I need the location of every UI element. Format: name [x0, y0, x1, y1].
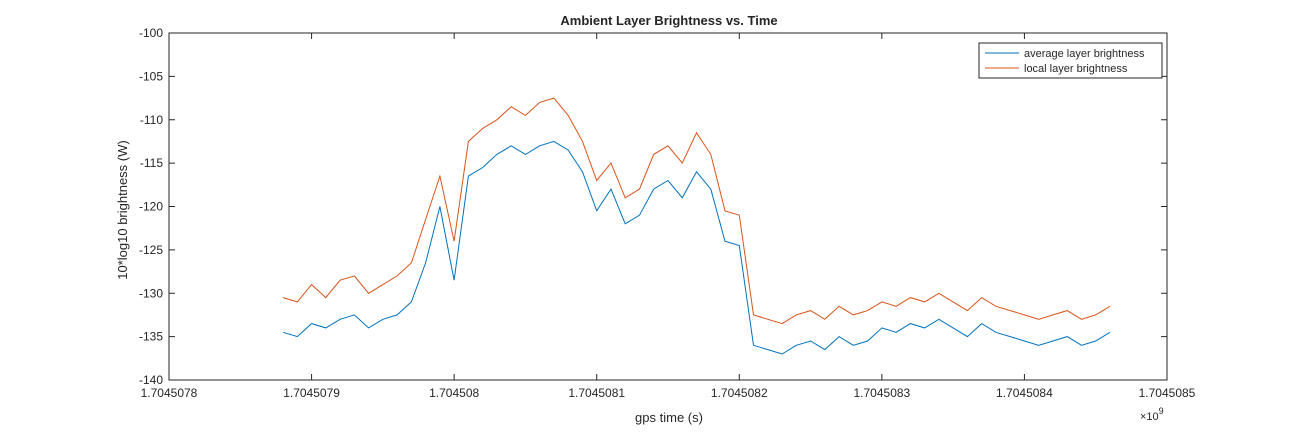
- x-tick-label: 1.7045079: [283, 386, 340, 400]
- axes-box: [168, 32, 1168, 381]
- y-tick-label: -105: [139, 69, 163, 83]
- plot-area: 1.7045078 1.7045079 1.704508 1.7045081 1.704…: [139, 26, 1196, 400]
- x-tick-label: 1.7045081: [568, 386, 625, 400]
- x-tick-label: 1.7045078: [141, 386, 198, 400]
- y-tick-label: -100: [139, 26, 163, 40]
- y-tick-label: -130: [139, 286, 163, 300]
- series-line-2: [282, 97, 1111, 325]
- y-tick-label: -120: [139, 200, 163, 214]
- x-tick-label: 1.704508: [429, 386, 479, 400]
- y-tick-label: -135: [139, 330, 163, 344]
- y-tick-label: -110: [140, 113, 163, 127]
- legend-box: [978, 42, 1163, 79]
- legend-label-2: local layer brightness: [1024, 63, 1128, 75]
- legend-label-1: average layer brightness: [1024, 48, 1145, 60]
- x-exponent-power: 9: [1159, 406, 1164, 416]
- x-tick-label: 1.7045083: [853, 386, 910, 400]
- x-tick-label: 1.7045084: [996, 386, 1053, 400]
- x-axis-exponent: ×109: [1140, 406, 1164, 423]
- legend: average layer brightness local layer brig…: [978, 42, 1163, 79]
- series-line-1: [282, 140, 1111, 355]
- x-tick-label: 1.7045085: [1139, 386, 1196, 400]
- chart-title: Ambient Layer Brightness vs. Time: [560, 13, 777, 28]
- y-axis-label: 10*log10 brightness (W): [115, 140, 130, 279]
- y-tick-label: -125: [139, 243, 163, 257]
- x-axis-label: gps time (s): [635, 410, 703, 425]
- x-exponent-base: ×10: [1140, 411, 1159, 423]
- y-tick-label: -140: [139, 373, 163, 387]
- x-tick-label: 1.7045082: [711, 386, 768, 400]
- y-tick-label: -115: [140, 156, 163, 170]
